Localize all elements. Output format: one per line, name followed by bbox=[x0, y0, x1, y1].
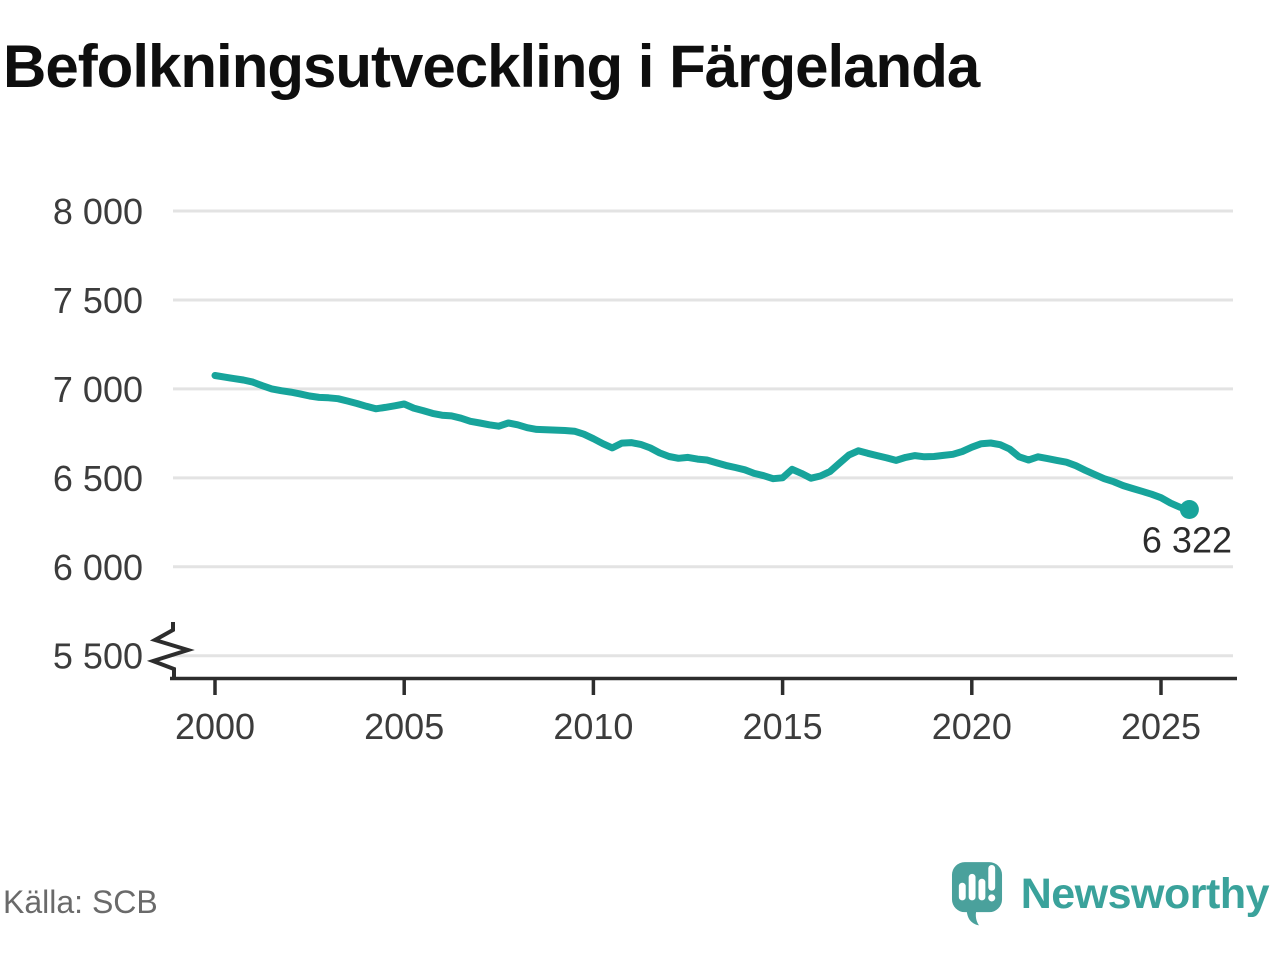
last-value-label: 6 322 bbox=[1142, 519, 1232, 560]
y-axis-tick-label: 7 500 bbox=[53, 280, 143, 321]
chart-title: Befolkningsutveckling i Färgelanda bbox=[3, 33, 980, 100]
x-axis-tick-label: 2005 bbox=[364, 706, 444, 747]
last-point-marker bbox=[1179, 499, 1199, 519]
y-axis-tick-label: 8 000 bbox=[53, 191, 143, 232]
x-axis-tick-label: 2020 bbox=[932, 706, 1012, 747]
newsworthy-logo-icon bbox=[951, 862, 1002, 926]
x-axis-tick-label: 2010 bbox=[553, 706, 633, 747]
source-attribution: Källa: SCB bbox=[3, 884, 158, 920]
x-axis-tick-label: 2015 bbox=[743, 706, 823, 747]
x-axis-tick-label: 2000 bbox=[175, 706, 255, 747]
x-axis-tick-label: 2025 bbox=[1121, 706, 1201, 747]
y-axis-tick-label: 5 500 bbox=[53, 636, 143, 677]
brand-name: Newsworthy bbox=[1020, 870, 1270, 918]
y-axis-break-icon bbox=[146, 622, 195, 678]
population-line bbox=[211, 372, 1193, 513]
y-axis-tick-label: 6 500 bbox=[53, 458, 143, 499]
y-axis-tick-label: 6 000 bbox=[53, 547, 143, 588]
newsworthy-branding: Newsworthy bbox=[951, 861, 1270, 928]
y-axis-tick-label: 7 000 bbox=[53, 369, 143, 410]
